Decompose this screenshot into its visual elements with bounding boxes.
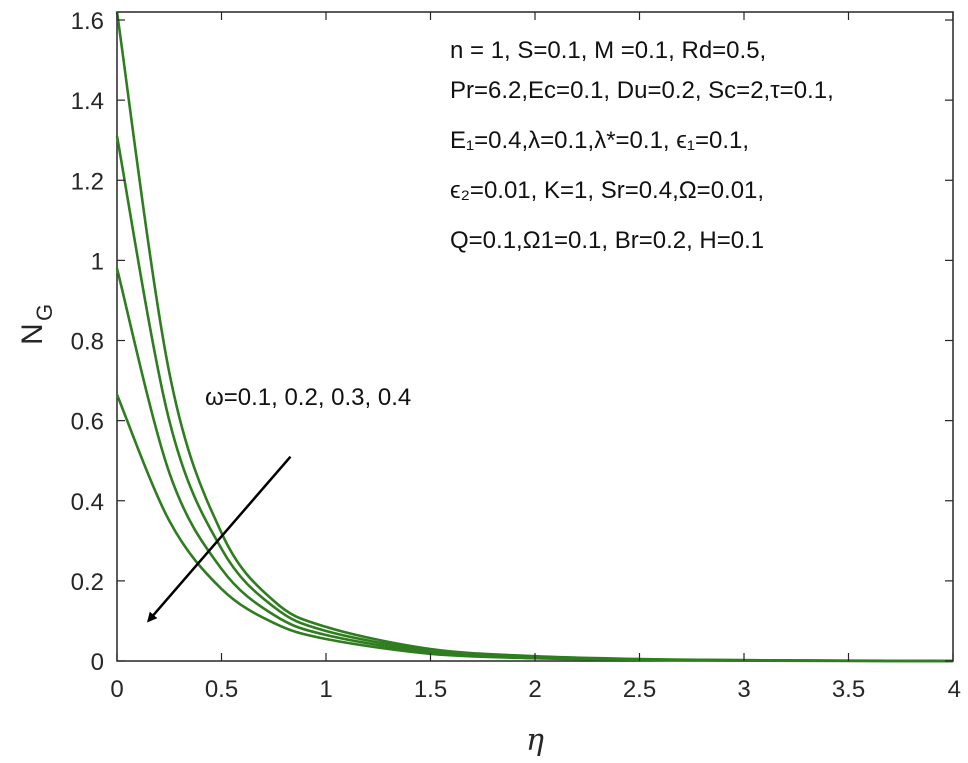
x-tick-label: 4	[948, 676, 961, 703]
annotation-line-2: Pr=6.2,Ec=0.1, Du=0.2, Sc=2,τ=0.1,	[450, 77, 834, 104]
annotation-line-4: ϵ₂=0.01, K=1, Sr=0.4,Ω=0.01,	[450, 177, 764, 204]
y-tick-label: 0.4	[71, 489, 104, 516]
x-tick-label: 2.5	[623, 676, 656, 703]
x-tick-label: 3	[737, 676, 750, 703]
y-ticks-group: 0 0.2 0.4 0.6 0.8 1 1.2 1.4 1.6	[71, 8, 953, 676]
y-tick-label: 1	[91, 248, 104, 275]
y-axis-label: N G	[16, 304, 57, 345]
annotation-line-3: E₁=0.4,λ=0.1,λ*=0.1, ϵ₁=0.1,	[450, 127, 749, 154]
x-tick-label: 0	[110, 676, 123, 703]
y-tick-label: 1.6	[71, 8, 104, 35]
x-tick-label: 1	[319, 676, 332, 703]
parameter-annotation: n = 1, S=0.1, M =0.1, Rd=0.5, Pr=6.2,Ec=…	[450, 37, 834, 254]
x-ticks-group: 0 0.5 1 1.5 2 2.5 3 3.5 4	[110, 12, 961, 703]
x-tick-label: 3.5	[832, 676, 865, 703]
plot-frame	[116, 11, 954, 662]
x-tick-label: 0.5	[205, 676, 238, 703]
y-axis-label-main: N	[16, 323, 49, 345]
y-tick-label: 1.2	[71, 168, 104, 195]
arrow-label: ω=0.1, 0.2, 0.3, 0.4	[205, 384, 411, 411]
y-tick-label: 1.4	[71, 88, 104, 115]
y-tick-label: 0.8	[71, 329, 104, 356]
annotation-line-5: Q=0.1,Ω1=0.1, Br=0.2, H=0.1	[450, 227, 764, 254]
curves-group	[115, 11, 954, 663]
direction-arrow	[147, 455, 292, 623]
y-tick-label: 0.2	[71, 569, 104, 596]
y-axis-label-sub: G	[32, 304, 57, 321]
x-axis-label: η	[526, 723, 544, 758]
x-tick-label: 2	[528, 676, 541, 703]
series-line-omega-0-4	[115, 394, 954, 663]
x-tick-label: 1.5	[414, 676, 447, 703]
y-tick-label: 0.6	[71, 409, 104, 436]
y-tick-label: 0	[91, 649, 104, 676]
annotation-line-1: n = 1, S=0.1, M =0.1, Rd=0.5,	[450, 37, 766, 64]
